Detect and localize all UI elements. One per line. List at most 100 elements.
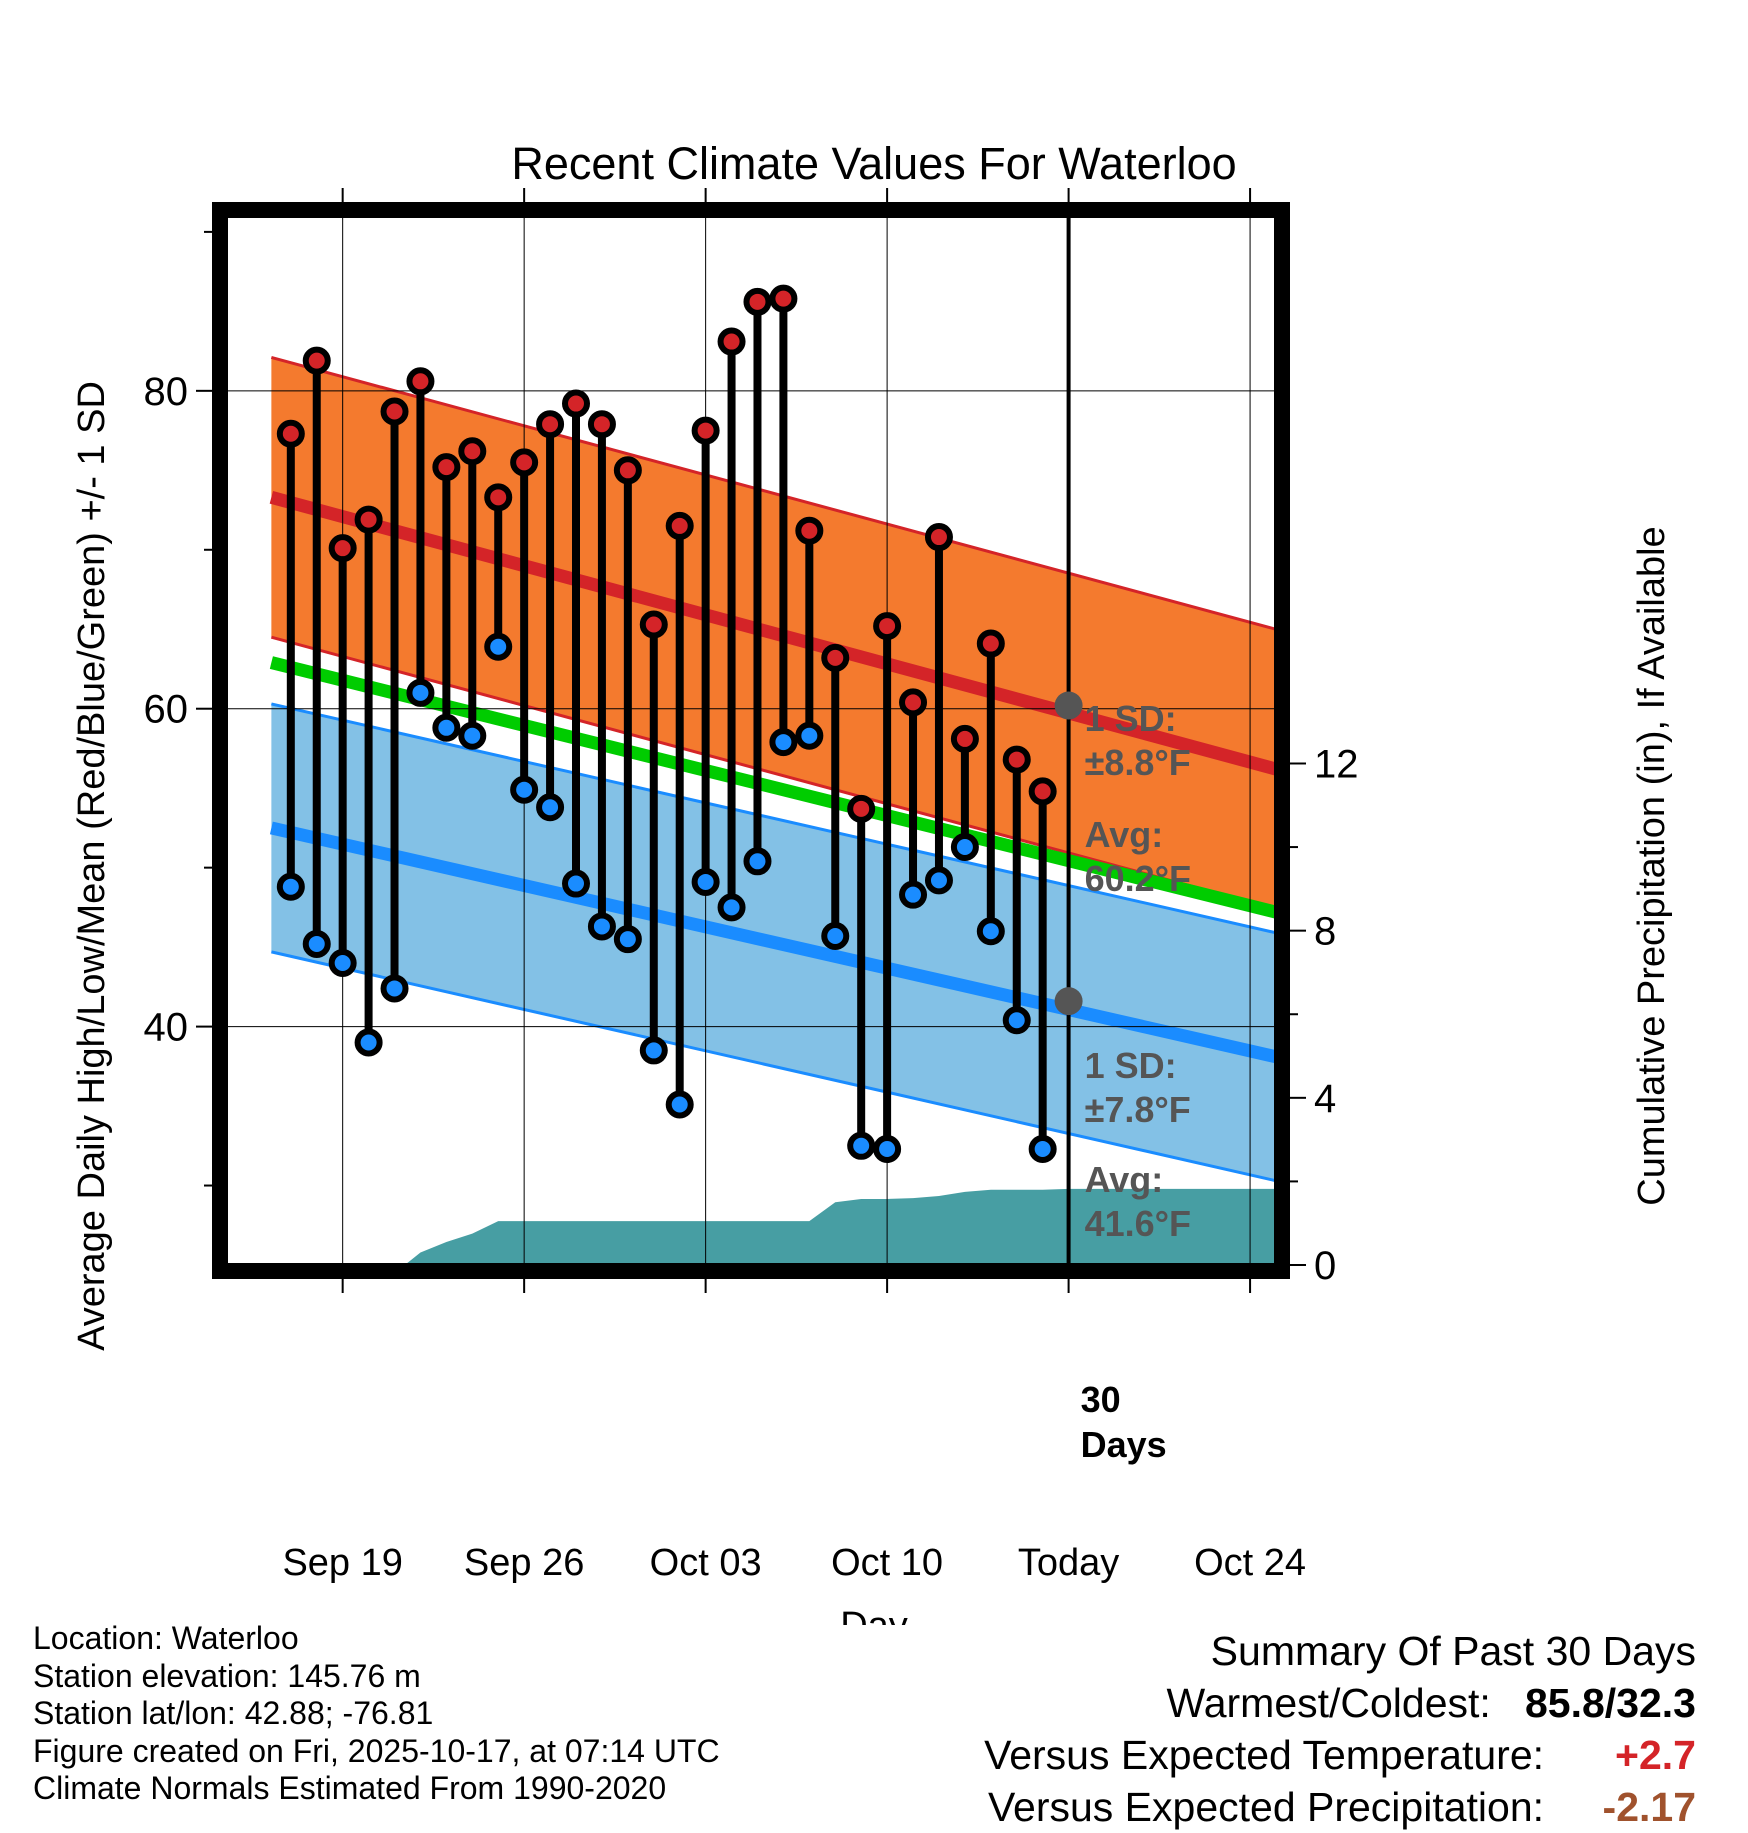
low-sd-label: 1 SD:	[1085, 1045, 1177, 1086]
daily-high-point	[950, 724, 979, 753]
x-tick-label: Today	[1018, 1542, 1119, 1584]
daily-high-point	[976, 629, 1005, 658]
normals-text: Climate Normals Estimated From 1990-2020	[33, 1770, 667, 1806]
daily-high-point	[821, 643, 850, 672]
location-text: Location: Waterloo	[33, 1620, 299, 1656]
temp-value: +2.7	[1615, 1732, 1696, 1778]
daily-high-point	[769, 284, 798, 313]
temp-label: Versus Expected Temperature:	[984, 1732, 1545, 1778]
daily-high-point	[691, 416, 720, 445]
daily-low-point	[302, 929, 331, 958]
daily-low-point	[1028, 1134, 1057, 1163]
high-avg-label: Avg:	[1085, 814, 1164, 855]
warm-cold-label: Warmest/Coldest:	[1166, 1680, 1491, 1726]
low-normal-band-upper-edge	[271, 702, 1276, 935]
daily-high-point	[302, 346, 331, 375]
daily-low-point	[276, 872, 305, 901]
daily-high-point	[1028, 777, 1057, 806]
summary-panel: Summary Of Past 30 Days Warmest/Coldest:…	[984, 1625, 1696, 1833]
daily-low-point	[717, 893, 746, 922]
daily-low-point	[821, 921, 850, 950]
precip-row: Versus Expected Precipitation: -2.17	[984, 1781, 1696, 1833]
y2-tick-label: 0	[1314, 1244, 1336, 1288]
precipitation-area	[271, 1188, 1276, 1265]
daily-low-point	[691, 867, 720, 896]
low-sd-value: ±7.8°F	[1085, 1089, 1191, 1130]
daily-low-point	[380, 974, 409, 1003]
y-tick-label: 40	[144, 1006, 189, 1050]
climate-chart: Recent Climate Values For Waterloo Avera…	[71, 138, 1673, 1625]
y-tick-label: 80	[144, 370, 189, 414]
elevation-text: Station elevation: 145.76 m	[33, 1657, 421, 1694]
daily-high-point	[458, 437, 487, 466]
daily-low-point	[328, 949, 357, 978]
daily-low-point	[924, 866, 953, 895]
daily-low-point	[743, 847, 772, 876]
daily-high-point	[406, 367, 435, 396]
daily-high-point	[536, 410, 565, 439]
daily-high-point	[847, 794, 876, 823]
daily-low-point	[639, 1036, 668, 1065]
temp-row: Versus Expected Temperature: +2.7	[984, 1729, 1696, 1781]
precip-value: -2.17	[1602, 1784, 1696, 1830]
daily-high-point	[639, 610, 668, 639]
daily-high-point	[717, 327, 746, 356]
daily-high-point	[924, 523, 953, 552]
daily-low-point	[587, 912, 616, 941]
mean-average-line	[269, 656, 1276, 919]
low-average-line	[269, 821, 1276, 1064]
high-normal-band-lower-edge	[270, 635, 1276, 911]
x-tick-label: Sep 26	[464, 1542, 584, 1584]
daily-high-point	[743, 287, 772, 316]
x-tick-label: Sep 19	[282, 1542, 402, 1584]
daily-high-point	[795, 516, 824, 545]
daily-low-point	[976, 917, 1005, 946]
warm-cold-value: 85.8/32.3	[1525, 1680, 1696, 1726]
days-count-label: 30	[1081, 1379, 1121, 1420]
daily-high-point	[328, 534, 357, 563]
daily-low-point	[354, 1028, 383, 1057]
chart-title: Recent Climate Values For Waterloo	[511, 138, 1236, 189]
daily-high-point	[562, 389, 590, 418]
daily-high-point	[665, 511, 694, 540]
daily-low-point	[613, 925, 642, 954]
daily-low-point	[562, 869, 590, 898]
daily-high-point	[1002, 745, 1031, 774]
daily-low-point	[432, 713, 461, 742]
summary-title: Summary Of Past 30 Days	[1210, 1628, 1696, 1674]
daily-low-point	[484, 632, 513, 661]
daily-high-point	[873, 612, 902, 641]
plot-frame	[212, 202, 1290, 1279]
daily-high-point	[510, 448, 539, 477]
daily-low-point	[873, 1134, 902, 1163]
low-avg-value: 41.6°F	[1085, 1203, 1191, 1244]
high-avg-value: 60.2°F	[1085, 858, 1191, 899]
y2-axis-label: Cumulative Precipitation (in), If Availa…	[1631, 526, 1673, 1205]
precip-label: Versus Expected Precipitation:	[987, 1784, 1545, 1830]
today-low-average-marker	[1054, 987, 1083, 1016]
high-normal-band-upper-edge	[270, 356, 1276, 631]
daily-low-point	[406, 678, 435, 707]
latlon-text: Station lat/lon: 42.88; -76.81	[33, 1695, 434, 1731]
low-avg-label: Avg:	[1085, 1159, 1164, 1200]
warm-cold-row: Warmest/Coldest: 85.8/32.3	[984, 1677, 1696, 1729]
days-word-label: Days	[1081, 1424, 1167, 1465]
high-sd-value: ±8.8°F	[1085, 742, 1191, 783]
daily-high-point	[587, 410, 616, 439]
daily-high-point	[899, 688, 928, 717]
daily-low-point	[795, 721, 824, 750]
x-tick-label: Oct 10	[831, 1542, 943, 1584]
low-normal-band-lower-edge	[271, 950, 1276, 1183]
y2-tick-label: 8	[1314, 910, 1336, 954]
daily-low-point	[950, 832, 979, 861]
daily-low-point	[847, 1131, 876, 1160]
daily-high-point	[380, 397, 409, 426]
x-tick-label: Oct 03	[650, 1542, 762, 1584]
y2-tick-label: 4	[1314, 1077, 1336, 1121]
y2-tick-label: 12	[1314, 742, 1359, 786]
daily-low-point	[899, 880, 928, 909]
daily-high-point	[276, 419, 305, 448]
today-high-average-marker	[1054, 691, 1083, 720]
daily-high-point	[484, 483, 513, 512]
